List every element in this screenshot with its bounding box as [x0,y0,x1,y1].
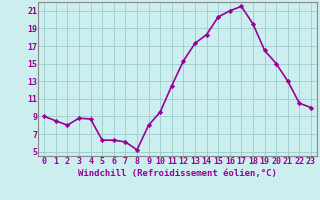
X-axis label: Windchill (Refroidissement éolien,°C): Windchill (Refroidissement éolien,°C) [78,169,277,178]
